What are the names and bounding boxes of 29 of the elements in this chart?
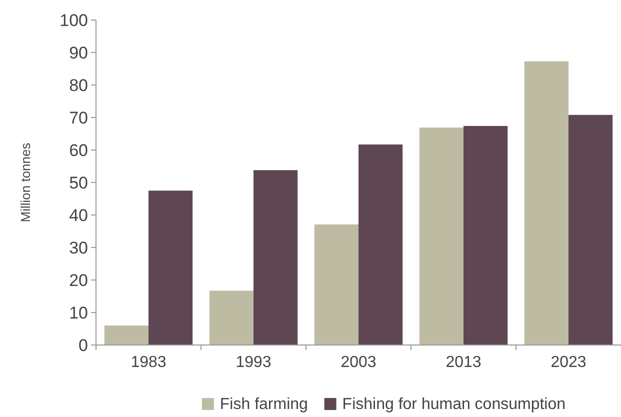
y-tick-label: 20 bbox=[69, 270, 88, 290]
y-tick-label: 50 bbox=[69, 173, 88, 192]
y-tick-label: 80 bbox=[69, 76, 88, 95]
bar bbox=[314, 224, 358, 345]
y-axis-title: Million tonnes bbox=[18, 142, 33, 222]
y-tick-label: 60 bbox=[69, 140, 88, 160]
y-tick-label: 100 bbox=[60, 10, 88, 30]
x-tick-label: 1983 bbox=[130, 354, 166, 371]
y-tick-label: 40 bbox=[69, 206, 88, 225]
y-tick-label: 0 bbox=[78, 336, 88, 355]
x-tick-label: 2013 bbox=[446, 354, 482, 371]
y-tick-label: 70 bbox=[69, 108, 88, 128]
legend-label: Fish farming bbox=[220, 396, 308, 413]
bar bbox=[104, 326, 148, 345]
bar bbox=[254, 170, 298, 345]
bar bbox=[148, 190, 193, 345]
x-tick-label: 2003 bbox=[340, 354, 376, 371]
y-tick-label: 30 bbox=[69, 238, 88, 258]
x-tick-label: 2023 bbox=[550, 354, 586, 371]
bar bbox=[568, 114, 613, 345]
legend-label: Fishing for human consumption bbox=[342, 396, 566, 413]
bar bbox=[358, 144, 403, 345]
y-tick-label: 10 bbox=[69, 303, 88, 322]
bar bbox=[464, 126, 508, 345]
x-tick-label: 1993 bbox=[236, 354, 272, 371]
y-tick-label: 90 bbox=[69, 43, 88, 62]
bar bbox=[419, 128, 464, 345]
bar bbox=[524, 61, 568, 345]
bar bbox=[209, 290, 254, 345]
